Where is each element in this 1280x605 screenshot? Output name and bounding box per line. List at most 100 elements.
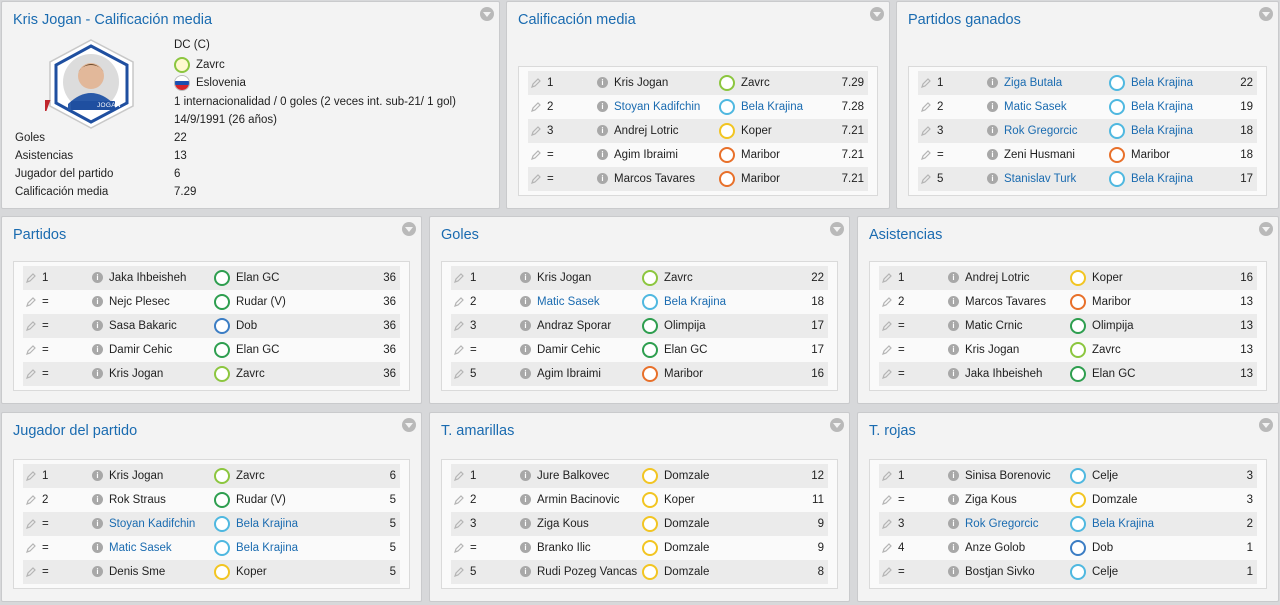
player-nationality[interactable]: Eslovenia — [196, 77, 246, 89]
player-name[interactable]: Stoyan Kadifchin — [614, 101, 701, 113]
player-name[interactable]: Nejc Plesec — [109, 296, 170, 308]
pencil-icon[interactable] — [531, 150, 541, 160]
info-icon[interactable]: i — [520, 368, 531, 379]
player-name[interactable]: Damir Cehic — [537, 344, 601, 356]
collapse-icon[interactable] — [480, 7, 494, 21]
club-name[interactable]: Domzale — [664, 566, 710, 578]
pencil-icon[interactable] — [26, 567, 36, 577]
info-icon[interactable]: i — [948, 542, 959, 553]
player-name[interactable]: Damir Cehic — [109, 344, 173, 356]
club-name[interactable]: Zavrc — [1092, 344, 1121, 356]
player-name[interactable]: Sinisa Borenovic — [965, 470, 1051, 482]
player-name[interactable]: Matic Sasek — [1004, 101, 1067, 113]
info-icon[interactable]: i — [92, 518, 103, 529]
info-icon[interactable]: i — [987, 101, 998, 112]
pencil-icon[interactable] — [882, 345, 892, 355]
pencil-icon[interactable] — [531, 174, 541, 184]
pencil-icon[interactable] — [882, 471, 892, 481]
player-name[interactable]: Jaka Ihbeisheh — [965, 368, 1043, 380]
club-name[interactable]: Bela Krajina — [1131, 77, 1194, 89]
club-name[interactable]: Maribor — [664, 368, 703, 380]
club-name[interactable]: Maribor — [1131, 149, 1170, 161]
info-icon[interactable]: i — [520, 518, 531, 529]
info-icon[interactable]: i — [597, 125, 608, 136]
info-icon[interactable]: i — [987, 77, 998, 88]
club-name[interactable]: Celje — [1092, 470, 1119, 482]
info-icon[interactable]: i — [520, 272, 531, 283]
pencil-icon[interactable] — [921, 174, 931, 184]
player-name[interactable]: Kris Jogan — [614, 77, 669, 89]
club-name[interactable]: Elan GC — [1092, 368, 1136, 380]
pencil-icon[interactable] — [26, 273, 36, 283]
player-name[interactable]: Armin Bacinovic — [537, 494, 620, 506]
club-name[interactable]: Bela Krajina — [1092, 518, 1155, 530]
player-name[interactable]: Kris Jogan — [965, 344, 1020, 356]
pencil-icon[interactable] — [531, 78, 541, 88]
player-name[interactable]: Andrej Lotric — [965, 272, 1030, 284]
pencil-icon[interactable] — [26, 369, 36, 379]
club-name[interactable]: Domzale — [664, 542, 710, 554]
club-name[interactable]: Dob — [1092, 542, 1114, 554]
club-name[interactable]: Bela Krajina — [741, 101, 804, 113]
pencil-icon[interactable] — [454, 321, 464, 331]
club-name[interactable]: Koper — [741, 125, 772, 137]
player-name[interactable]: Sasa Bakaric — [109, 320, 177, 332]
club-name[interactable]: Bela Krajina — [236, 518, 299, 530]
club-name[interactable]: Domzale — [1092, 494, 1138, 506]
info-icon[interactable]: i — [987, 173, 998, 184]
info-icon[interactable]: i — [520, 542, 531, 553]
club-name[interactable]: Olimpija — [664, 320, 706, 332]
pencil-icon[interactable] — [882, 273, 892, 283]
player-name[interactable]: Ziga Kous — [537, 518, 589, 530]
club-name[interactable]: Elan GC — [236, 344, 280, 356]
pencil-icon[interactable] — [26, 321, 36, 331]
pencil-icon[interactable] — [26, 471, 36, 481]
pencil-icon[interactable] — [454, 369, 464, 379]
info-icon[interactable]: i — [92, 344, 103, 355]
club-name[interactable]: Maribor — [1092, 296, 1131, 308]
pencil-icon[interactable] — [454, 519, 464, 529]
pencil-icon[interactable] — [882, 321, 892, 331]
pencil-icon[interactable] — [454, 567, 464, 577]
info-icon[interactable]: i — [948, 320, 959, 331]
collapse-icon[interactable] — [1259, 7, 1273, 21]
player-name[interactable]: Zeni Husmani — [1004, 149, 1075, 161]
pencil-icon[interactable] — [26, 495, 36, 505]
player-name[interactable]: Rok Gregorcic — [1004, 125, 1078, 137]
info-icon[interactable]: i — [520, 296, 531, 307]
club-name[interactable]: Olimpija — [1092, 320, 1134, 332]
pencil-icon[interactable] — [26, 543, 36, 553]
club-name[interactable]: Celje — [1092, 566, 1119, 578]
info-icon[interactable]: i — [597, 173, 608, 184]
pencil-icon[interactable] — [454, 495, 464, 505]
player-name[interactable]: Matic Sasek — [109, 542, 172, 554]
info-icon[interactable]: i — [948, 566, 959, 577]
player-name[interactable]: Andrej Lotric — [614, 125, 679, 137]
club-name[interactable]: Elan GC — [664, 344, 708, 356]
collapse-icon[interactable] — [870, 7, 884, 21]
player-name[interactable]: Kris Jogan — [537, 272, 592, 284]
info-icon[interactable]: i — [948, 344, 959, 355]
club-name[interactable]: Domzale — [664, 470, 710, 482]
player-name[interactable]: Stanislav Turk — [1004, 173, 1077, 185]
pencil-icon[interactable] — [882, 543, 892, 553]
player-name[interactable]: Rok Straus — [109, 494, 166, 506]
club-name[interactable]: Elan GC — [236, 272, 280, 284]
collapse-icon[interactable] — [830, 222, 844, 236]
info-icon[interactable]: i — [948, 518, 959, 529]
info-icon[interactable]: i — [948, 296, 959, 307]
info-icon[interactable]: i — [520, 494, 531, 505]
club-name[interactable]: Rudar (V) — [236, 494, 286, 506]
player-name[interactable]: Matic Sasek — [537, 296, 600, 308]
player-name[interactable]: Rok Gregorcic — [965, 518, 1039, 530]
player-name[interactable]: Rudi Pozeg Vancas — [537, 566, 638, 578]
pencil-icon[interactable] — [882, 567, 892, 577]
pencil-icon[interactable] — [531, 102, 541, 112]
pencil-icon[interactable] — [882, 495, 892, 505]
info-icon[interactable]: i — [948, 470, 959, 481]
club-name[interactable]: Zavrc — [236, 470, 265, 482]
club-name[interactable]: Dob — [236, 320, 258, 332]
club-name[interactable]: Bela Krajina — [1131, 173, 1194, 185]
club-name[interactable]: Bela Krajina — [1131, 101, 1194, 113]
club-name[interactable]: Rudar (V) — [236, 296, 286, 308]
